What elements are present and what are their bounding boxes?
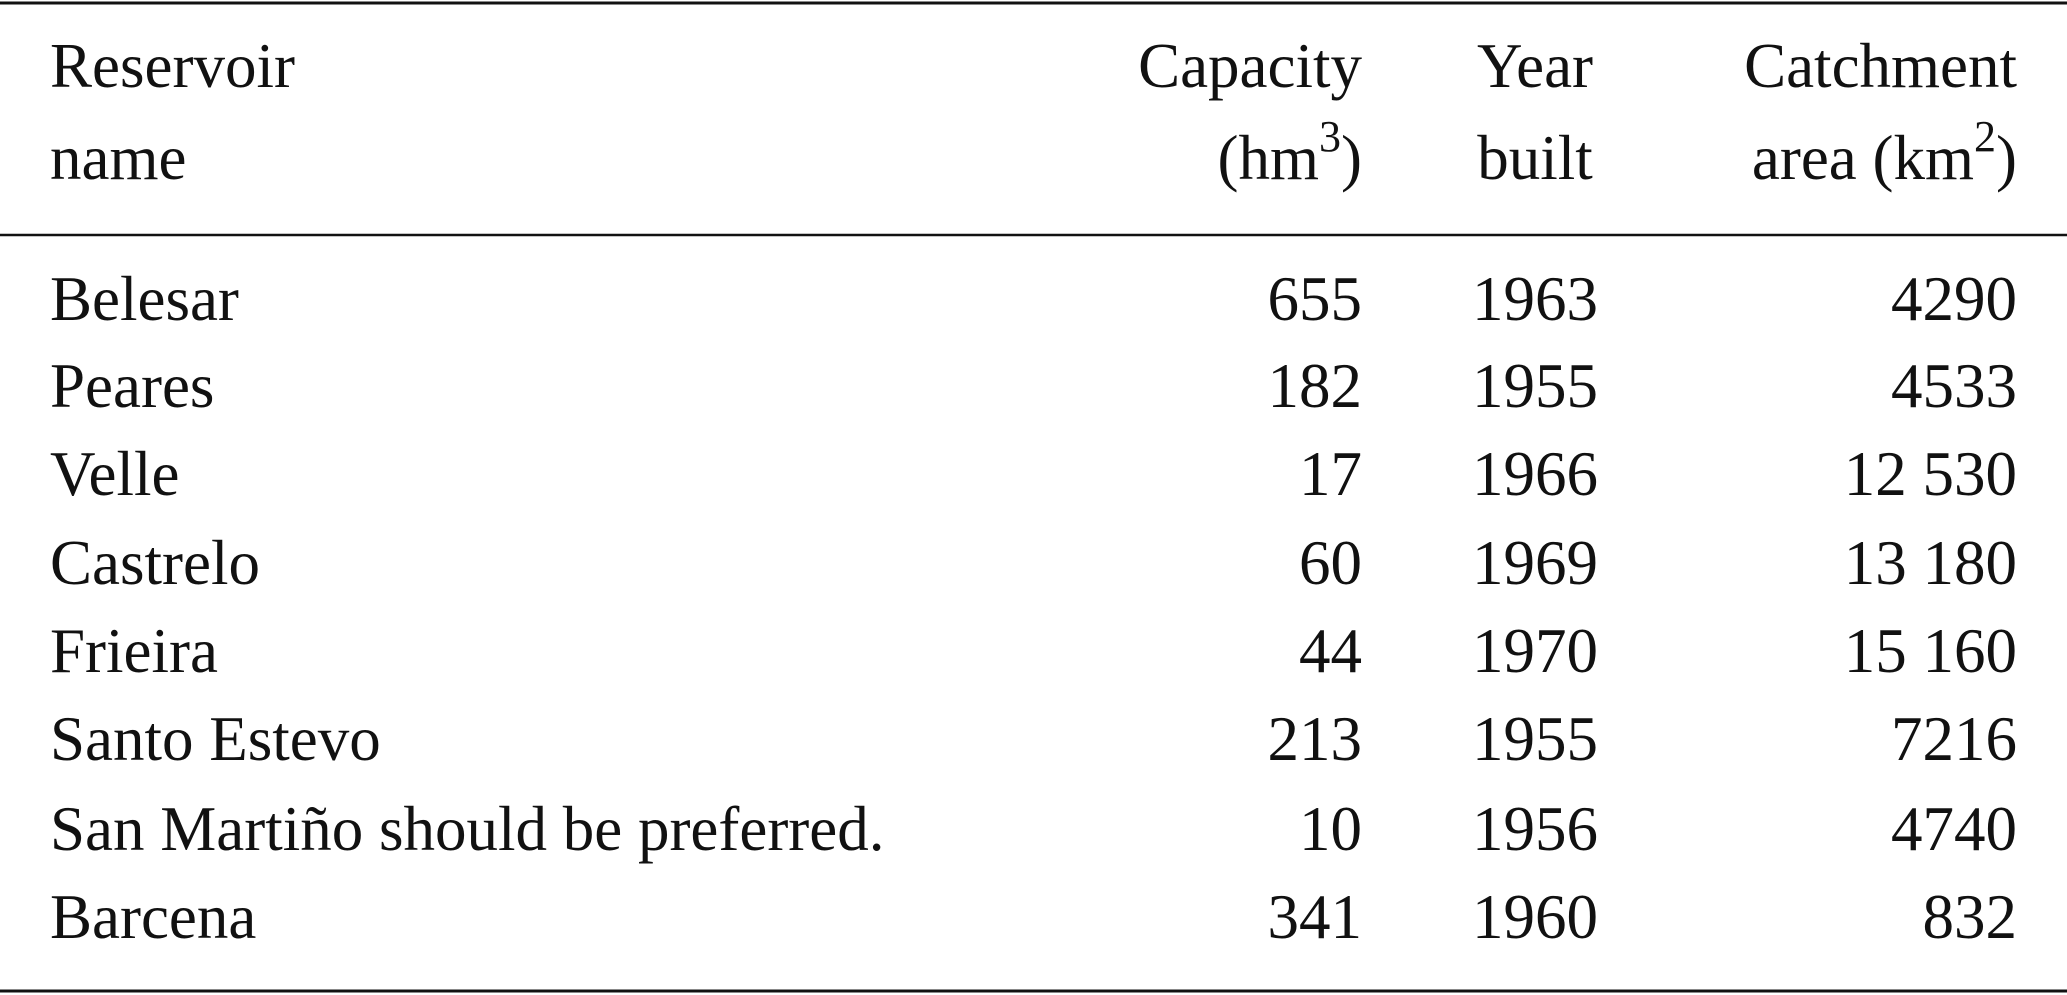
header-text: built	[1477, 123, 1593, 193]
cell: 44	[1299, 616, 1362, 686]
cell: 12 530	[1844, 439, 2017, 509]
reservoir-name: Barcena	[50, 882, 256, 952]
cell: 4740	[1891, 794, 2017, 864]
reservoir-name: San Martiño should be preferred.	[50, 794, 885, 864]
cell: 1960	[1472, 882, 1598, 952]
cell: 7216	[1891, 704, 2017, 774]
header-text-part: built	[1477, 123, 1593, 193]
cell: 341	[1268, 882, 1363, 952]
header-text-part: area (km	[1752, 123, 1974, 193]
cell: 1970	[1472, 616, 1598, 686]
cell: 182	[1268, 351, 1363, 421]
cell: 832	[1923, 882, 2018, 952]
header-text: Reservoir	[50, 31, 295, 101]
header-text-part: )	[1341, 123, 1362, 193]
cell: 1956	[1472, 794, 1598, 864]
cell: 4290	[1891, 264, 2017, 334]
superscript: 3	[1319, 112, 1341, 161]
reservoir-name: Santo Estevo	[50, 704, 381, 774]
header-text: Capacity	[1138, 31, 1362, 101]
cell: 1963	[1472, 264, 1598, 334]
header-text: Year	[1477, 31, 1593, 101]
cell: 4533	[1891, 351, 2017, 421]
cell: 1955	[1472, 351, 1598, 421]
cell: 13 180	[1844, 528, 2017, 598]
cell: 1969	[1472, 528, 1598, 598]
cell: 60	[1299, 528, 1362, 598]
reservoir-name: Velle	[50, 439, 179, 509]
cell: 15 160	[1844, 616, 2017, 686]
header-text: area (km2)	[1752, 112, 2017, 194]
header-text-part: (hm	[1218, 123, 1319, 193]
cell: 1966	[1472, 439, 1598, 509]
reservoir-name: Belesar	[50, 264, 239, 334]
cell: 1955	[1472, 704, 1598, 774]
reservoir-name: Castrelo	[50, 528, 260, 598]
reservoir-name: Peares	[50, 351, 214, 421]
cell: 17	[1299, 439, 1362, 509]
cell: 655	[1268, 264, 1363, 334]
header-text-part: name	[50, 123, 186, 193]
header-text: (hm3)	[1218, 112, 1362, 194]
reservoir-name: Frieira	[50, 616, 218, 686]
superscript: 2	[1974, 112, 1996, 161]
cell: 10	[1299, 794, 1362, 864]
header-text: name	[50, 123, 186, 193]
header-text: Catchment	[1744, 31, 2017, 101]
cell: 213	[1268, 704, 1363, 774]
header-text-part: )	[1996, 123, 2017, 193]
